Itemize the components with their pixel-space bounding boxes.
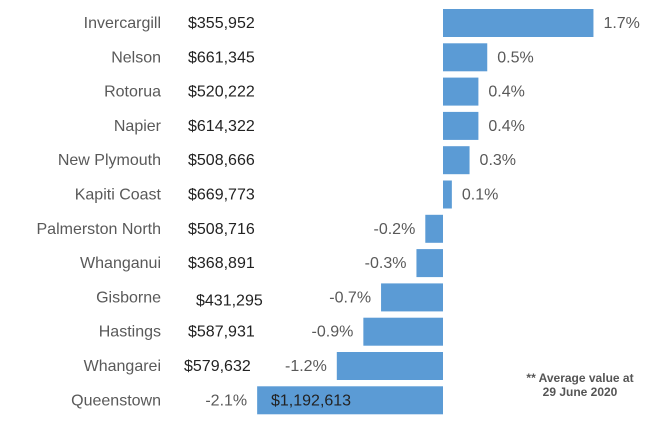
bar bbox=[425, 214, 443, 243]
percent-label: -2.1% bbox=[205, 392, 247, 409]
percent-label: 0.5% bbox=[497, 49, 533, 66]
bar bbox=[363, 317, 443, 346]
category-label: Invercargill bbox=[84, 15, 161, 32]
bar bbox=[257, 386, 443, 415]
category-label: New Plymouth bbox=[58, 152, 161, 169]
category-label: Napier bbox=[114, 118, 162, 135]
category-label: Whangarei bbox=[84, 358, 161, 375]
average-value-label: $520,222 bbox=[188, 84, 255, 101]
bar bbox=[381, 283, 443, 312]
category-label: Kapiti Coast bbox=[75, 187, 162, 204]
bar bbox=[443, 9, 594, 37]
bar bbox=[336, 352, 443, 380]
percent-label: 0.1% bbox=[462, 187, 498, 204]
category-label: Palmerston North bbox=[37, 221, 162, 238]
percent-label: 0.4% bbox=[488, 118, 524, 135]
average-value-label: $355,952 bbox=[188, 15, 255, 32]
percent-label: 1.7% bbox=[603, 15, 639, 32]
average-value-label: $661,345 bbox=[188, 49, 255, 66]
average-value-label: $1,192,613 bbox=[271, 392, 351, 409]
percent-label: 0.3% bbox=[480, 152, 516, 169]
bar bbox=[443, 77, 479, 106]
category-label: Nelson bbox=[111, 49, 161, 66]
bar bbox=[416, 249, 443, 278]
average-value-label: $508,666 bbox=[188, 152, 255, 169]
average-value-label: $579,632 bbox=[184, 358, 251, 375]
percent-label: -0.2% bbox=[374, 221, 416, 238]
bar bbox=[443, 146, 470, 175]
bar bbox=[443, 111, 479, 140]
average-value-label: $368,891 bbox=[188, 255, 255, 272]
bar bbox=[443, 180, 452, 209]
percent-label: 0.4% bbox=[488, 84, 524, 101]
average-value-label: $587,931 bbox=[188, 324, 255, 341]
footnote-line-2: 29 June 2020 bbox=[542, 385, 618, 399]
percent-label: -0.9% bbox=[312, 324, 354, 341]
bar bbox=[443, 43, 488, 72]
average-value-label: $431,295 bbox=[196, 292, 263, 309]
percent-label: -0.7% bbox=[329, 289, 371, 306]
percent-label: -1.2% bbox=[285, 358, 327, 375]
category-label: Queenstown bbox=[71, 392, 161, 409]
footnote: ** Average value at 29 June 2020 bbox=[505, 371, 655, 399]
category-label: Hastings bbox=[99, 324, 161, 341]
category-label: Rotorua bbox=[104, 84, 161, 101]
category-label: Gisborne bbox=[96, 289, 161, 306]
footnote-line-1: ** Average value at bbox=[526, 371, 634, 385]
category-label: Whanganui bbox=[80, 255, 161, 272]
average-value-label: $669,773 bbox=[188, 187, 255, 204]
average-value-label: $614,322 bbox=[188, 118, 255, 135]
percent-label: -0.3% bbox=[365, 255, 407, 272]
average-value-label: $508,716 bbox=[188, 221, 255, 238]
